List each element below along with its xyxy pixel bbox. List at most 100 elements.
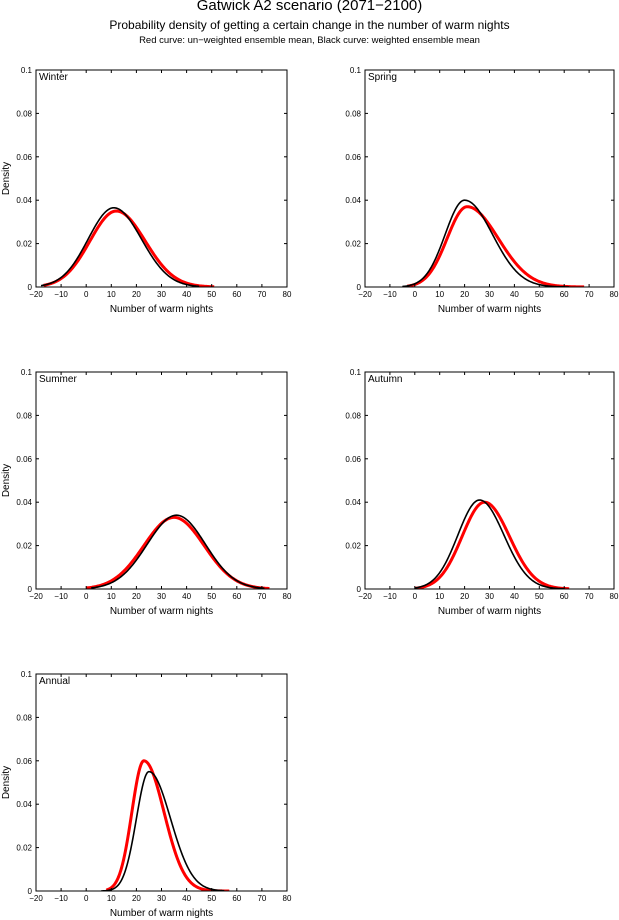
y-tick-label: 0.08 [345, 411, 361, 420]
y-tick-label: 0 [28, 283, 33, 292]
x-tick-label: −10 [54, 592, 68, 601]
figure-note: Red curve: un−weighted ensemble mean, Bl… [139, 35, 480, 46]
x-tick-label: 0 [413, 592, 418, 601]
x-tick-label: −20 [358, 290, 372, 299]
y-axis-label: Density [1, 162, 12, 195]
x-tick-label: 50 [207, 592, 216, 601]
y-tick-label: 0.1 [21, 670, 33, 679]
x-tick-label: 70 [585, 592, 594, 601]
x-tick-label: 30 [485, 592, 494, 601]
y-tick-label: 0 [357, 585, 362, 594]
x-tick-label: 10 [435, 592, 444, 601]
x-tick-label: 30 [485, 290, 494, 299]
x-tick-label: 60 [232, 592, 241, 601]
x-tick-label: 0 [84, 290, 89, 299]
x-tick-label: 60 [232, 290, 241, 299]
x-tick-label: 0 [84, 894, 89, 903]
plot-frame [364, 69, 615, 288]
x-tick-label: 40 [182, 894, 191, 903]
x-axis-label: Number of warm nights [110, 304, 213, 315]
x-tick-label: 10 [107, 894, 116, 903]
x-axis-label: Number of warm nights [110, 606, 213, 617]
x-tick-label: 10 [435, 290, 444, 299]
plot-frame [35, 673, 288, 892]
y-tick-label: 0.1 [21, 368, 33, 377]
weighted-mean-curve [402, 199, 570, 287]
unweighted-mean-curve [105, 759, 230, 891]
y-tick-label: 0.1 [350, 66, 362, 75]
weighted-mean-curve [414, 499, 565, 589]
x-tick-label: 40 [182, 592, 191, 601]
x-tick-label: 30 [157, 290, 166, 299]
y-tick-label: 0.02 [16, 844, 32, 853]
y-tick-label: 0.1 [350, 368, 362, 377]
x-tick-label: 80 [610, 290, 619, 299]
unweighted-mean-curve [414, 500, 570, 589]
y-tick-label: 0.04 [16, 196, 32, 205]
plot-frame [35, 371, 288, 590]
x-tick-label: 20 [132, 894, 141, 903]
y-tick-label: 0.08 [345, 109, 361, 118]
x-tick-label: 70 [257, 894, 266, 903]
figure-title: Gatwick A2 scenario (2071−2100) [196, 0, 423, 14]
x-tick-label: 80 [610, 592, 619, 601]
x-tick-label: 20 [460, 290, 469, 299]
x-tick-label: 80 [283, 592, 292, 601]
panel-label: Autumn [368, 374, 402, 385]
x-tick-label: −20 [358, 592, 372, 601]
y-tick-label: 0 [357, 283, 362, 292]
x-tick-label: 70 [585, 290, 594, 299]
x-tick-label: −10 [54, 290, 68, 299]
y-tick-label: 0.08 [16, 109, 32, 118]
figure-subtitle: Probability density of getting a certain… [109, 18, 510, 32]
unweighted-mean-curve [407, 205, 585, 287]
y-tick-label: 0.06 [345, 455, 361, 464]
x-tick-label: 60 [560, 290, 569, 299]
y-axis-label: Density [1, 464, 12, 497]
panel-annual: −20 −10 0 10 20 30 40 50 60 70 80 0 0.02 0.04 0.06 0.08… [1, 670, 292, 919]
panel-spring: −20 −10 0 10 20 30 40 50 60 70 80 0 0.02 0.04 0.06 0.08… [345, 66, 619, 315]
y-tick-label: 0 [28, 585, 33, 594]
weighted-mean-curve [101, 770, 225, 891]
panel-autumn: −20 −10 0 10 20 30 40 50 60 70 80 0 0.02 0.04 0.06 0.08… [345, 368, 619, 617]
x-tick-label: −20 [29, 592, 43, 601]
x-tick-label: 40 [182, 290, 191, 299]
y-axis-label: Density [1, 766, 12, 799]
x-tick-label: 20 [460, 592, 469, 601]
plot-frame [364, 371, 615, 590]
panel-winter: −20 −10 0 10 20 30 40 50 60 70 80 0 0.02 0.04 0.06 0.08… [1, 66, 292, 315]
y-tick-label: 0.1 [21, 66, 33, 75]
y-tick-label: 0.04 [16, 800, 32, 809]
plot-frame [35, 69, 288, 288]
panel-label: Summer [39, 374, 77, 385]
x-tick-label: −20 [29, 894, 43, 903]
weighted-mean-curve [91, 514, 265, 589]
x-tick-label: 50 [535, 290, 544, 299]
x-tick-label: 20 [132, 290, 141, 299]
x-tick-label: 50 [207, 290, 216, 299]
unweighted-mean-curve [86, 515, 270, 589]
x-tick-label: 60 [232, 894, 241, 903]
y-tick-label: 0.08 [16, 411, 32, 420]
y-tick-label: 0.02 [16, 542, 32, 551]
y-tick-label: 0.06 [16, 153, 32, 162]
x-tick-label: 0 [84, 592, 89, 601]
y-tick-label: 0.06 [345, 153, 361, 162]
panel-label: Spring [368, 72, 397, 83]
y-tick-label: 0.02 [16, 240, 32, 249]
y-tick-label: 0.08 [16, 713, 32, 722]
x-tick-label: 10 [107, 592, 116, 601]
x-tick-label: 30 [157, 592, 166, 601]
x-tick-label: 30 [157, 894, 166, 903]
x-tick-label: 40 [510, 290, 519, 299]
y-tick-label: 0.04 [345, 196, 361, 205]
x-tick-label: 20 [132, 592, 141, 601]
x-tick-label: 70 [257, 290, 266, 299]
y-tick-label: 0.04 [345, 498, 361, 507]
y-tick-label: 0.06 [16, 455, 32, 464]
x-tick-label: −10 [54, 894, 68, 903]
x-tick-label: 70 [257, 592, 266, 601]
x-tick-label: 50 [535, 592, 544, 601]
panel-label: Annual [39, 676, 70, 687]
